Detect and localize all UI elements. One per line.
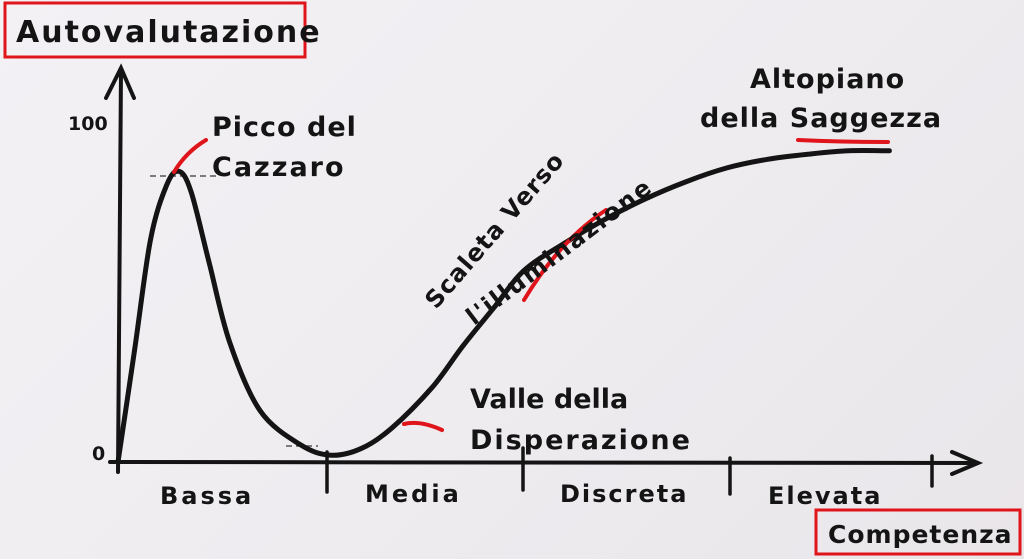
annotation-plateau-line-1: Altopiano [750,64,905,95]
y-axis [104,63,136,474]
x-axis-title: Competenza [828,520,1013,549]
x-category-label-discreta: Discreta [560,480,688,508]
ylabel-box [3,1,307,59]
x-axis [108,450,984,476]
annotation-peak-line-1: Picco del [212,112,357,143]
y-tick-label-0: 0 [92,443,105,465]
annotation-valley-line-1: Valle della [470,384,628,415]
annotation-slope: Scaleta Verso l'illuminazione [419,147,658,331]
x-category-label-bassa: Bassa [160,482,254,510]
annotation-plateau-line-2: della Saggezza [700,103,942,134]
highlight-peak [172,138,208,174]
highlight-strokes [172,138,890,432]
xlabel-box [814,508,1022,556]
y-tick-label-100: 100 [68,113,108,135]
highlight-plateau [796,138,890,144]
y-axis-title: Autovalutazione [16,15,322,50]
x-category-label-elevata: Elevata [768,482,882,510]
x-category-label-media: Media [365,480,462,508]
highlight-slope [522,208,608,302]
highlight-valley [402,420,444,432]
annotation-peak-line-2: Cazzaro [212,152,346,183]
annotation-plateau: Altopiano della Saggezza [700,64,942,134]
annotation-peak: Picco del Cazzaro [212,112,357,183]
annotation-valley: Valle della Disperazione [470,384,692,456]
x-ticks [325,446,934,496]
annotation-valley-line-2: Disperazione [470,425,692,456]
